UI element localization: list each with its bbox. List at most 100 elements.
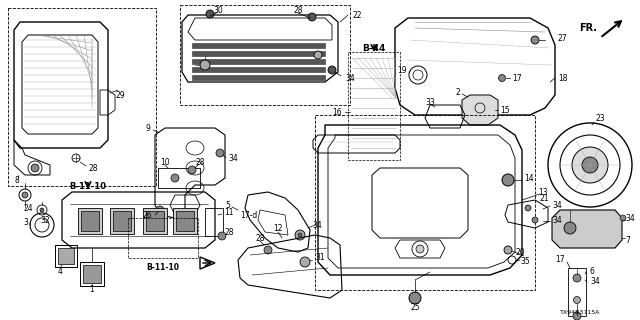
Bar bbox=[315, 115, 535, 290]
Text: 28: 28 bbox=[255, 234, 265, 243]
Bar bbox=[81, 211, 99, 231]
Bar bbox=[192, 43, 325, 48]
Circle shape bbox=[171, 174, 179, 182]
Text: 19: 19 bbox=[397, 66, 407, 75]
Bar bbox=[146, 211, 164, 231]
Bar bbox=[113, 211, 131, 231]
Bar bbox=[78, 208, 102, 234]
Circle shape bbox=[532, 217, 538, 223]
Text: B-11-10: B-11-10 bbox=[147, 263, 179, 273]
Text: 1: 1 bbox=[90, 285, 94, 294]
Text: 24: 24 bbox=[23, 204, 33, 212]
Circle shape bbox=[216, 149, 224, 157]
Bar bbox=[173, 208, 197, 234]
Text: 27: 27 bbox=[557, 34, 566, 43]
Text: 34: 34 bbox=[590, 277, 600, 286]
Text: 34: 34 bbox=[312, 220, 322, 229]
Text: 10: 10 bbox=[160, 157, 170, 166]
Text: 22: 22 bbox=[352, 11, 362, 20]
Text: 11: 11 bbox=[224, 207, 234, 217]
Circle shape bbox=[264, 246, 272, 254]
Circle shape bbox=[22, 192, 28, 198]
Text: 12: 12 bbox=[273, 223, 283, 233]
Text: 6: 6 bbox=[590, 268, 595, 276]
Circle shape bbox=[525, 205, 531, 211]
Polygon shape bbox=[552, 210, 622, 248]
Text: 17: 17 bbox=[512, 74, 522, 83]
Text: 34: 34 bbox=[345, 74, 355, 83]
Circle shape bbox=[200, 60, 210, 70]
Circle shape bbox=[409, 292, 421, 304]
Text: 30: 30 bbox=[213, 5, 223, 14]
Bar bbox=[83, 265, 101, 283]
Text: 32: 32 bbox=[40, 215, 50, 225]
Text: 28: 28 bbox=[293, 5, 303, 14]
Bar bbox=[348, 52, 400, 160]
Bar bbox=[143, 208, 167, 234]
Bar bbox=[568, 268, 586, 316]
Circle shape bbox=[40, 208, 44, 212]
Text: 23: 23 bbox=[596, 114, 605, 123]
Text: 35: 35 bbox=[520, 258, 530, 267]
Text: 34: 34 bbox=[625, 213, 635, 222]
Bar bbox=[110, 208, 134, 234]
Text: 4: 4 bbox=[58, 268, 63, 276]
Bar bbox=[58, 248, 74, 264]
Text: 29: 29 bbox=[115, 91, 125, 100]
Bar bbox=[8, 8, 156, 186]
Circle shape bbox=[300, 257, 310, 267]
Text: 34: 34 bbox=[228, 154, 237, 163]
Text: 9: 9 bbox=[145, 124, 150, 132]
Text: 17-d: 17-d bbox=[240, 211, 257, 220]
Bar bbox=[192, 59, 325, 64]
Circle shape bbox=[531, 36, 539, 44]
Text: 28: 28 bbox=[88, 164, 97, 172]
Text: 28: 28 bbox=[195, 157, 205, 166]
Circle shape bbox=[308, 13, 316, 21]
Circle shape bbox=[416, 245, 424, 253]
Text: B-11-10: B-11-10 bbox=[70, 181, 106, 190]
Circle shape bbox=[31, 164, 39, 172]
Text: 33: 33 bbox=[425, 98, 435, 107]
Circle shape bbox=[499, 75, 506, 82]
Text: 13: 13 bbox=[538, 188, 548, 196]
Circle shape bbox=[582, 157, 598, 173]
Circle shape bbox=[188, 166, 196, 174]
Bar bbox=[80, 262, 104, 286]
Circle shape bbox=[573, 297, 580, 303]
Text: 26: 26 bbox=[142, 211, 152, 220]
Circle shape bbox=[328, 66, 336, 74]
Bar bbox=[192, 51, 325, 56]
Circle shape bbox=[298, 233, 302, 237]
Polygon shape bbox=[462, 95, 498, 125]
Bar bbox=[205, 208, 223, 236]
Bar bbox=[158, 168, 200, 188]
Text: 25: 25 bbox=[410, 303, 420, 313]
Text: 21: 21 bbox=[540, 194, 550, 203]
Text: 7: 7 bbox=[625, 236, 630, 244]
Circle shape bbox=[206, 10, 214, 18]
Text: 34: 34 bbox=[552, 215, 562, 225]
Circle shape bbox=[564, 222, 576, 234]
Circle shape bbox=[573, 312, 581, 320]
Text: FR.: FR. bbox=[579, 23, 597, 33]
Bar bbox=[55, 245, 77, 267]
Text: 8: 8 bbox=[14, 175, 19, 185]
Circle shape bbox=[620, 215, 626, 221]
Text: 15: 15 bbox=[500, 106, 509, 115]
Circle shape bbox=[295, 230, 305, 240]
Bar bbox=[192, 67, 325, 72]
Text: 20: 20 bbox=[516, 247, 525, 257]
Text: 31: 31 bbox=[315, 253, 324, 262]
Text: 18: 18 bbox=[558, 74, 568, 83]
Text: 3: 3 bbox=[23, 218, 28, 227]
Bar bbox=[192, 75, 325, 80]
Text: 28: 28 bbox=[224, 228, 234, 236]
Text: TX94B3715A: TX94B3715A bbox=[560, 309, 600, 315]
Circle shape bbox=[573, 274, 581, 282]
Text: 16: 16 bbox=[332, 108, 342, 116]
Bar bbox=[180, 5, 350, 105]
Text: 17: 17 bbox=[556, 255, 565, 265]
Bar bbox=[128, 218, 198, 258]
Bar bbox=[176, 211, 194, 231]
